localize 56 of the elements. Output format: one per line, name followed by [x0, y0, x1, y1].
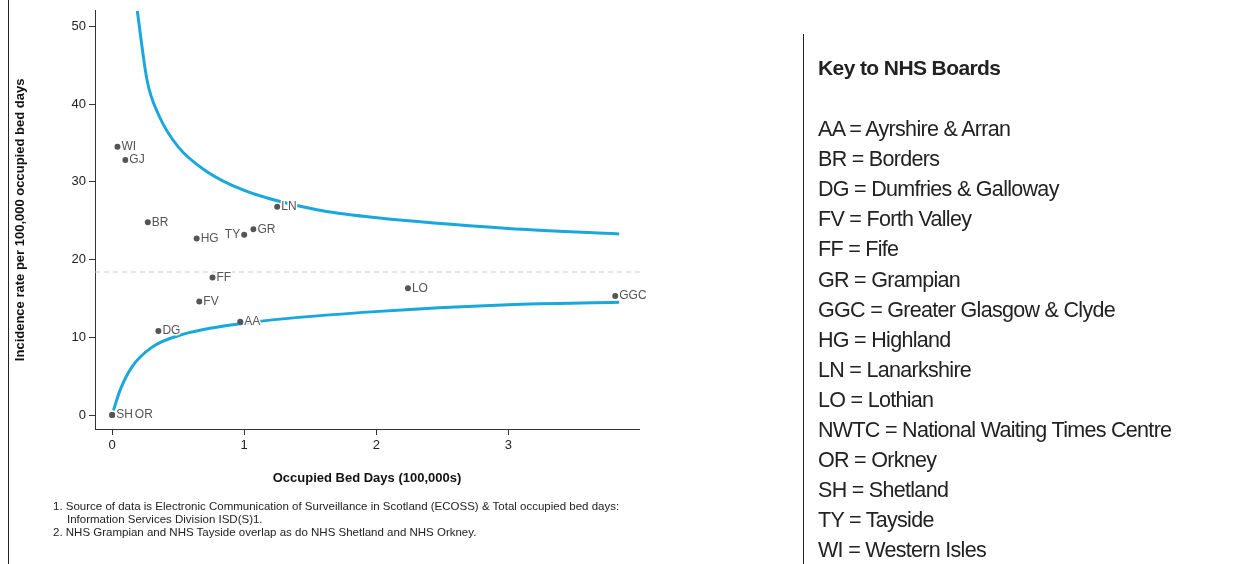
- point: [196, 298, 203, 305]
- data-label: GGC: [619, 288, 647, 303]
- text: TY = Tayside: [818, 508, 934, 534]
- text: NWTC = National Waiting Times Centre: [818, 418, 1172, 443]
- x-tick-label: 2: [372, 437, 380, 453]
- text: DG = Dumfries & Galloway: [818, 177, 1059, 203]
- text: FV = Forth Valley: [818, 207, 972, 233]
- point: [155, 328, 162, 335]
- y-tick-label: 40: [71, 95, 86, 111]
- point: [237, 318, 244, 325]
- data-label: WI: [121, 139, 137, 154]
- y-tick-label: 30: [71, 173, 86, 189]
- data-label: DG: [162, 323, 181, 338]
- text: HG = Highland: [818, 327, 951, 353]
- point: [114, 143, 121, 150]
- data-label: OR: [134, 407, 154, 422]
- text: WI = Western Isles: [818, 538, 987, 564]
- data-label: SH: [116, 407, 133, 422]
- x-tick-label: 1: [240, 437, 248, 453]
- point: [209, 274, 216, 281]
- y-tick-label: 10: [71, 328, 86, 344]
- y-tick-label: 50: [71, 17, 86, 33]
- text: GR = Grampian: [818, 267, 961, 293]
- x-tick-label: 0: [108, 437, 116, 453]
- point: [122, 157, 129, 164]
- text: AA = Ayrshire & Arran: [818, 117, 1011, 142]
- point: [250, 226, 257, 233]
- text: LO = Lothian: [818, 387, 934, 413]
- text: 1. Source of data is Electronic Communication of Surveillance in Scotland (ECOSS) & Total occupied bed days: Information Services Division ISD(S)1.: [53, 500, 621, 526]
- point: [144, 219, 151, 226]
- text: SH = Shetland: [818, 478, 949, 504]
- y-axis-title: Incidence rate per 100,000 occupied bed days: [12, 78, 28, 362]
- y-tick-label: 0: [78, 406, 86, 422]
- data-label: TY: [224, 226, 241, 241]
- text: GGC = Greater Glasgow & Clyde: [818, 297, 1115, 323]
- x-axis-title: Occupied Bed Days (100,000s): [272, 469, 462, 485]
- point: [241, 231, 248, 238]
- data-label: BR: [151, 214, 169, 229]
- data-label: HG: [200, 230, 219, 245]
- data-label: LO: [411, 280, 428, 295]
- point: [193, 235, 200, 242]
- text: LN = Lanarkshire: [818, 357, 972, 383]
- text: 2. NHS Grampian and NHS Tayside overlap as do NHS Shetland and NHS Orkney.: [53, 526, 478, 539]
- point: [274, 203, 281, 210]
- data-label: GJ: [129, 152, 145, 167]
- x-tick-label: 3: [504, 437, 512, 453]
- data-label: GR: [257, 221, 276, 236]
- text: OR = Orkney: [818, 448, 937, 474]
- y-tick-label: 20: [71, 251, 86, 267]
- text: BR = Borders: [818, 147, 940, 173]
- data-label: FF: [216, 269, 232, 284]
- point: [612, 293, 619, 300]
- point: [404, 285, 411, 292]
- text: Key to NHS Boards: [818, 56, 1001, 80]
- text: FF = Fife: [818, 237, 899, 263]
- data-label: FV: [203, 293, 219, 308]
